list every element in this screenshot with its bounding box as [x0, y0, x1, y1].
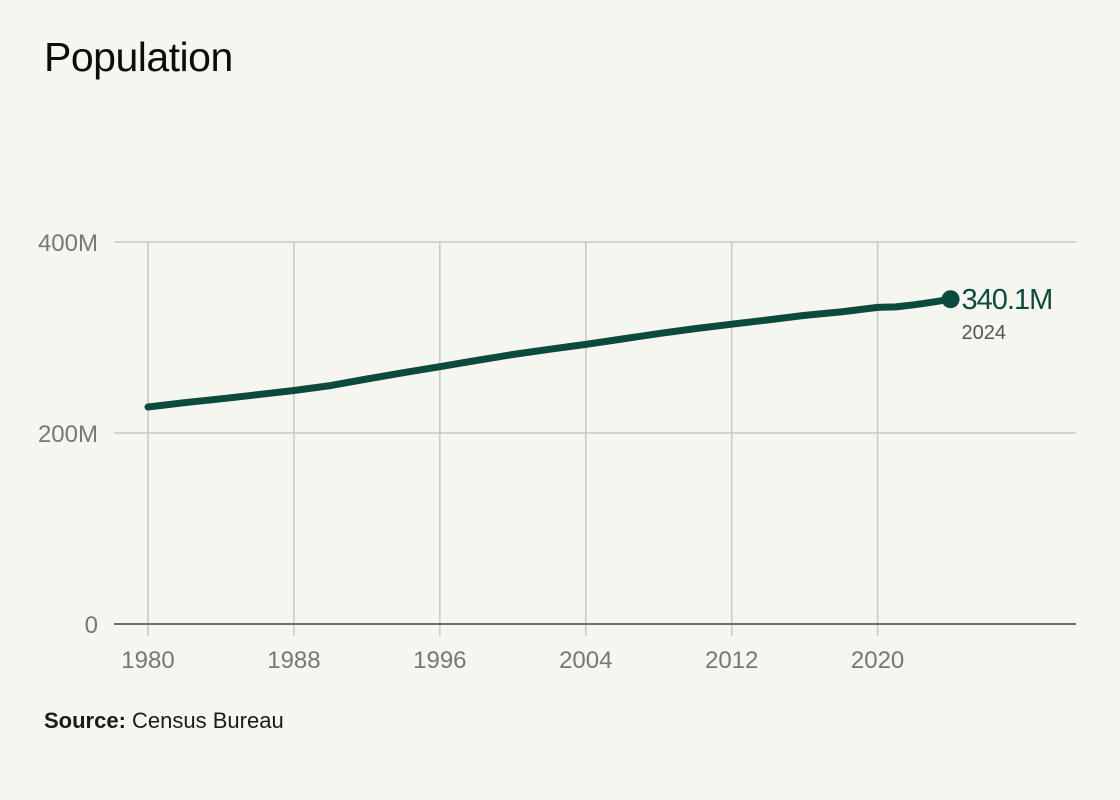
end-label: 340.1M 2024 — [962, 284, 1054, 344]
end-point-marker — [941, 290, 960, 309]
y-tick-label: 200M — [38, 421, 98, 448]
end-value-label: 340.1M — [962, 284, 1053, 316]
series — [144, 290, 960, 411]
x-tick-label: 2020 — [851, 647, 904, 674]
x-tick-label: 2004 — [559, 647, 612, 674]
x-tick-label: 1988 — [267, 647, 320, 674]
y-tick-label: 0 — [85, 612, 98, 639]
population-line — [144, 295, 955, 411]
x-tick-label: 1980 — [121, 647, 174, 674]
chart-title: Population — [44, 34, 233, 80]
y-tick-label: 400M — [38, 230, 98, 257]
end-year-label: 2024 — [962, 322, 1007, 344]
y-axis-tick-labels: 0 200M 400M — [38, 230, 98, 639]
source-text: Census Bureau — [132, 708, 284, 733]
x-tick-label: 1996 — [413, 647, 466, 674]
source-note: Source: Census Bureau — [44, 708, 284, 734]
source-label: Source: — [44, 708, 126, 733]
x-axis-tick-labels: 1980 1988 1996 2004 2012 2020 — [121, 647, 904, 674]
x-tick-label: 2012 — [705, 647, 758, 674]
